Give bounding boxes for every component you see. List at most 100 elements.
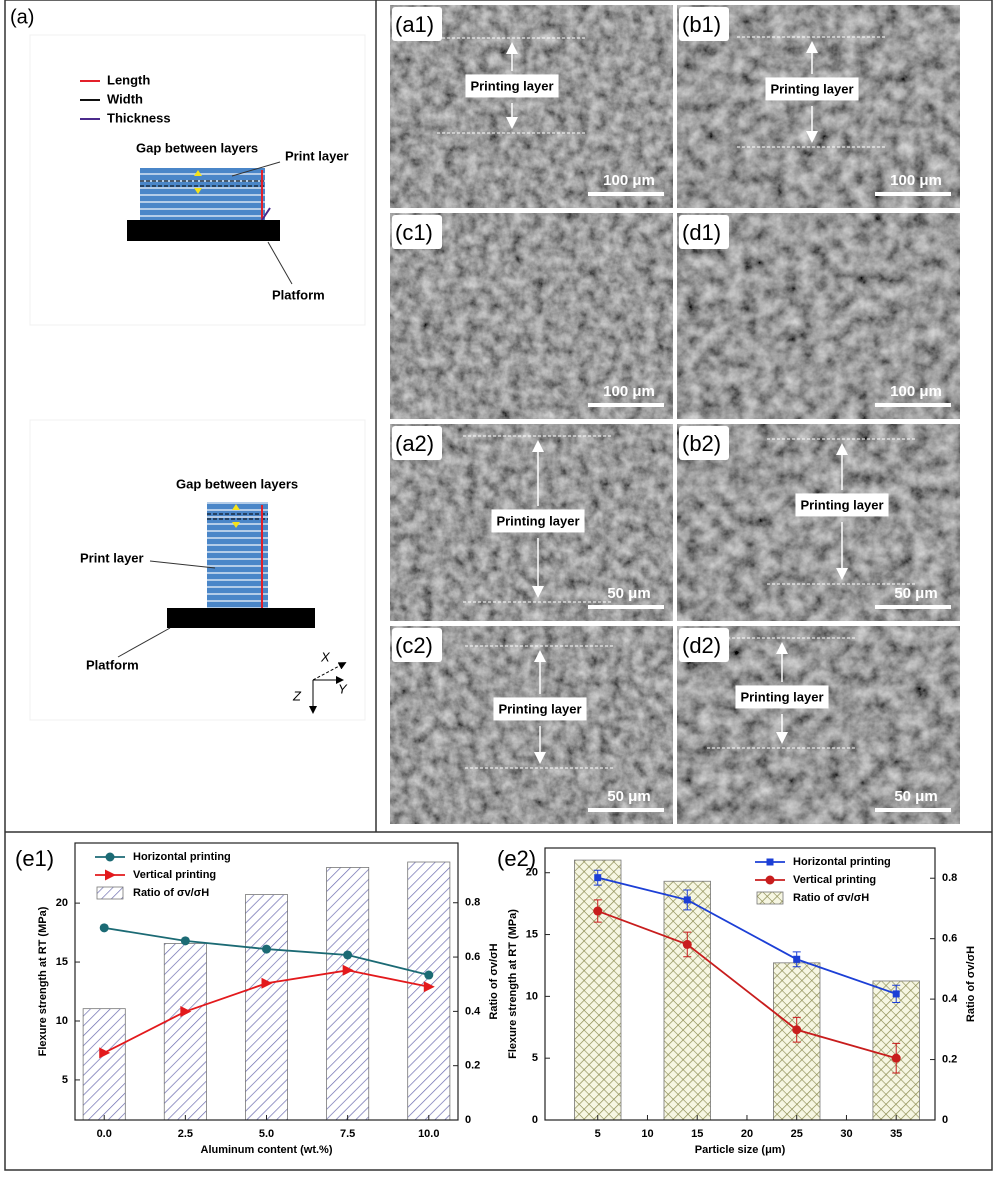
- y-tick-label: 0.8: [942, 872, 957, 884]
- platform: [127, 220, 280, 241]
- y-tick-label: 0.2: [465, 1060, 480, 1072]
- line: [597, 910, 897, 1060]
- y-tick-label: 0.4: [942, 993, 958, 1005]
- axis-arrow: [312, 662, 347, 681]
- legend-text: Ratio of σv/σH: [133, 887, 209, 899]
- marker: [99, 923, 109, 933]
- label-box: [679, 628, 729, 662]
- diagram-text: Platform: [272, 287, 325, 302]
- annotation-box: [491, 509, 585, 533]
- scale-bar-label: 50 μm: [607, 788, 650, 805]
- annotation-box: [465, 74, 559, 98]
- scale-bar-label: 100 μm: [890, 172, 942, 189]
- scale-bar-label: 100 μm: [890, 383, 942, 400]
- chart: (e1) 0.0 2.5 5.0 7.5 10.0 5 10 15 20 0 0.2 0.4 0.6 0.8…: [15, 842, 500, 1156]
- diagram-text: Gap between layers: [176, 476, 298, 491]
- legend-text: Width: [107, 91, 143, 106]
- y-tick-label: 15: [56, 956, 68, 968]
- legend-text: Horizontal printing: [793, 856, 891, 868]
- y-tick-label: 20: [56, 897, 68, 909]
- x-tick-label: 10.0: [418, 1128, 439, 1140]
- marker: [423, 981, 435, 993]
- line: [597, 876, 897, 995]
- label-box: [392, 628, 442, 662]
- y-tick-label: 15: [526, 928, 538, 940]
- bar: [574, 859, 622, 1121]
- annotation-box: [795, 493, 889, 517]
- legend-swatch: [96, 886, 124, 900]
- scale-bar: [875, 808, 951, 812]
- leader: [267, 241, 293, 285]
- marker: [180, 936, 190, 946]
- annotation: Printing layer: [800, 497, 883, 512]
- legend-text: Length: [107, 72, 150, 87]
- marker: [594, 874, 602, 882]
- diagram-legend: Length Width Thickness: [80, 72, 171, 125]
- x-tick-label: 7.5: [340, 1128, 355, 1140]
- x-tick-label: 0.0: [97, 1128, 112, 1140]
- panel-label: (a): [10, 6, 34, 28]
- annotation-box: [735, 685, 829, 709]
- annotation-box: [765, 77, 859, 101]
- marker: [593, 906, 603, 916]
- x-axis-label: Aluminum content (wt.%): [201, 1144, 333, 1156]
- annotation: Printing layer: [498, 701, 581, 716]
- leader: [231, 161, 281, 177]
- y2-axis-label: Ratio of σv/σH: [965, 946, 977, 1022]
- y-axis-label: Flexure strength at RT (MPa): [37, 906, 49, 1056]
- marker: [180, 1006, 192, 1018]
- marker: [342, 964, 354, 976]
- marker: [891, 1053, 901, 1063]
- y-tick-label: 5: [62, 1074, 68, 1086]
- scale-bar: [875, 605, 951, 609]
- bar: [245, 894, 288, 1121]
- sem-panel: Printing layer (d2) 50 μm: [677, 626, 960, 824]
- label-box: [679, 7, 729, 41]
- bar: [163, 943, 207, 1121]
- scale-bar: [875, 192, 951, 196]
- sem-panel: (d1) 100 μm: [677, 213, 960, 419]
- y-tick-label: 0.6: [465, 951, 480, 963]
- y-tick-label: 0: [942, 1114, 948, 1126]
- y-axis-label: Flexure strength at RT (MPa): [507, 909, 519, 1059]
- panel-label: (a1): [395, 12, 434, 37]
- y-tick-label: 10: [526, 990, 538, 1002]
- sem-panel: Printing layer (b1) 100 μm: [677, 5, 960, 208]
- y-tick-label: 0.8: [465, 897, 480, 909]
- bar: [663, 880, 711, 1121]
- diagram-text: Print layer: [80, 550, 144, 565]
- bar: [82, 1008, 126, 1121]
- label-box: [392, 426, 442, 460]
- legend-text: Thickness: [107, 110, 171, 125]
- scale-bar-label: 50 μm: [894, 585, 937, 602]
- gap-arrow: [194, 170, 202, 194]
- panel-label: (c1): [395, 220, 433, 245]
- scale-bar-label: 100 μm: [603, 172, 655, 189]
- legend-text: Ratio of σv/σH: [793, 892, 869, 904]
- legend-text: Vertical printing: [133, 869, 216, 881]
- y-tick-label: 20: [526, 867, 538, 879]
- marker: [261, 977, 273, 989]
- annotation: Printing layer: [470, 78, 553, 93]
- marker: [424, 970, 434, 980]
- x-tick-label: 5: [595, 1128, 601, 1140]
- marker: [793, 955, 801, 963]
- y-tick-label: 0.6: [942, 933, 957, 945]
- marker: [682, 939, 692, 949]
- legend-text: Vertical printing: [793, 874, 876, 886]
- y-tick-label: 0.4: [465, 1005, 481, 1017]
- scale-bar: [588, 808, 664, 812]
- axis-name: Z: [292, 688, 302, 703]
- marker: [892, 990, 900, 998]
- sem-panel: Printing layer (b2) 50 μm: [677, 424, 960, 621]
- x-tick-label: 25: [791, 1128, 803, 1140]
- axis-name: X: [320, 649, 331, 664]
- bar: [407, 861, 451, 1121]
- outer-frame: [4, 0, 993, 1171]
- diagram-text: Platform: [86, 657, 139, 672]
- marker: [105, 852, 115, 862]
- y-tick-label: 10: [56, 1015, 68, 1027]
- platform: [167, 608, 315, 628]
